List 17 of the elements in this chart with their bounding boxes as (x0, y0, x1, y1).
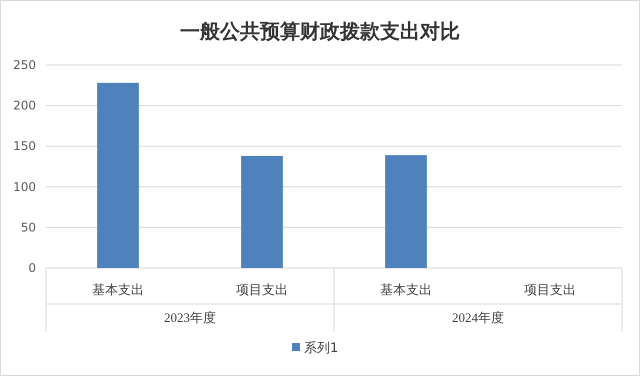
y-tick-label: 250 (13, 58, 36, 72)
chart-title: 一般公共预算财政拨款支出对比 (180, 21, 460, 43)
bar (385, 155, 427, 268)
bar (97, 82, 139, 268)
x-tick-label: 基本支出 (92, 283, 144, 298)
text: 2023年度 (164, 310, 216, 325)
y-tick-label: 100 (13, 180, 36, 194)
legend-label: 系列1 (304, 341, 338, 356)
x-tick-label: 项目支出 (524, 283, 576, 298)
y-tick-label: 50 (20, 220, 36, 234)
text: 2024年度 (452, 310, 504, 325)
y-tick-label: 200 (13, 98, 36, 113)
x-tick-label: 项目支出 (236, 283, 288, 298)
bar (241, 156, 283, 268)
y-tick-label: 0 (28, 261, 36, 275)
x-tick-label: 基本支出 (380, 283, 432, 298)
y-tick-label: 150 (13, 139, 36, 154)
